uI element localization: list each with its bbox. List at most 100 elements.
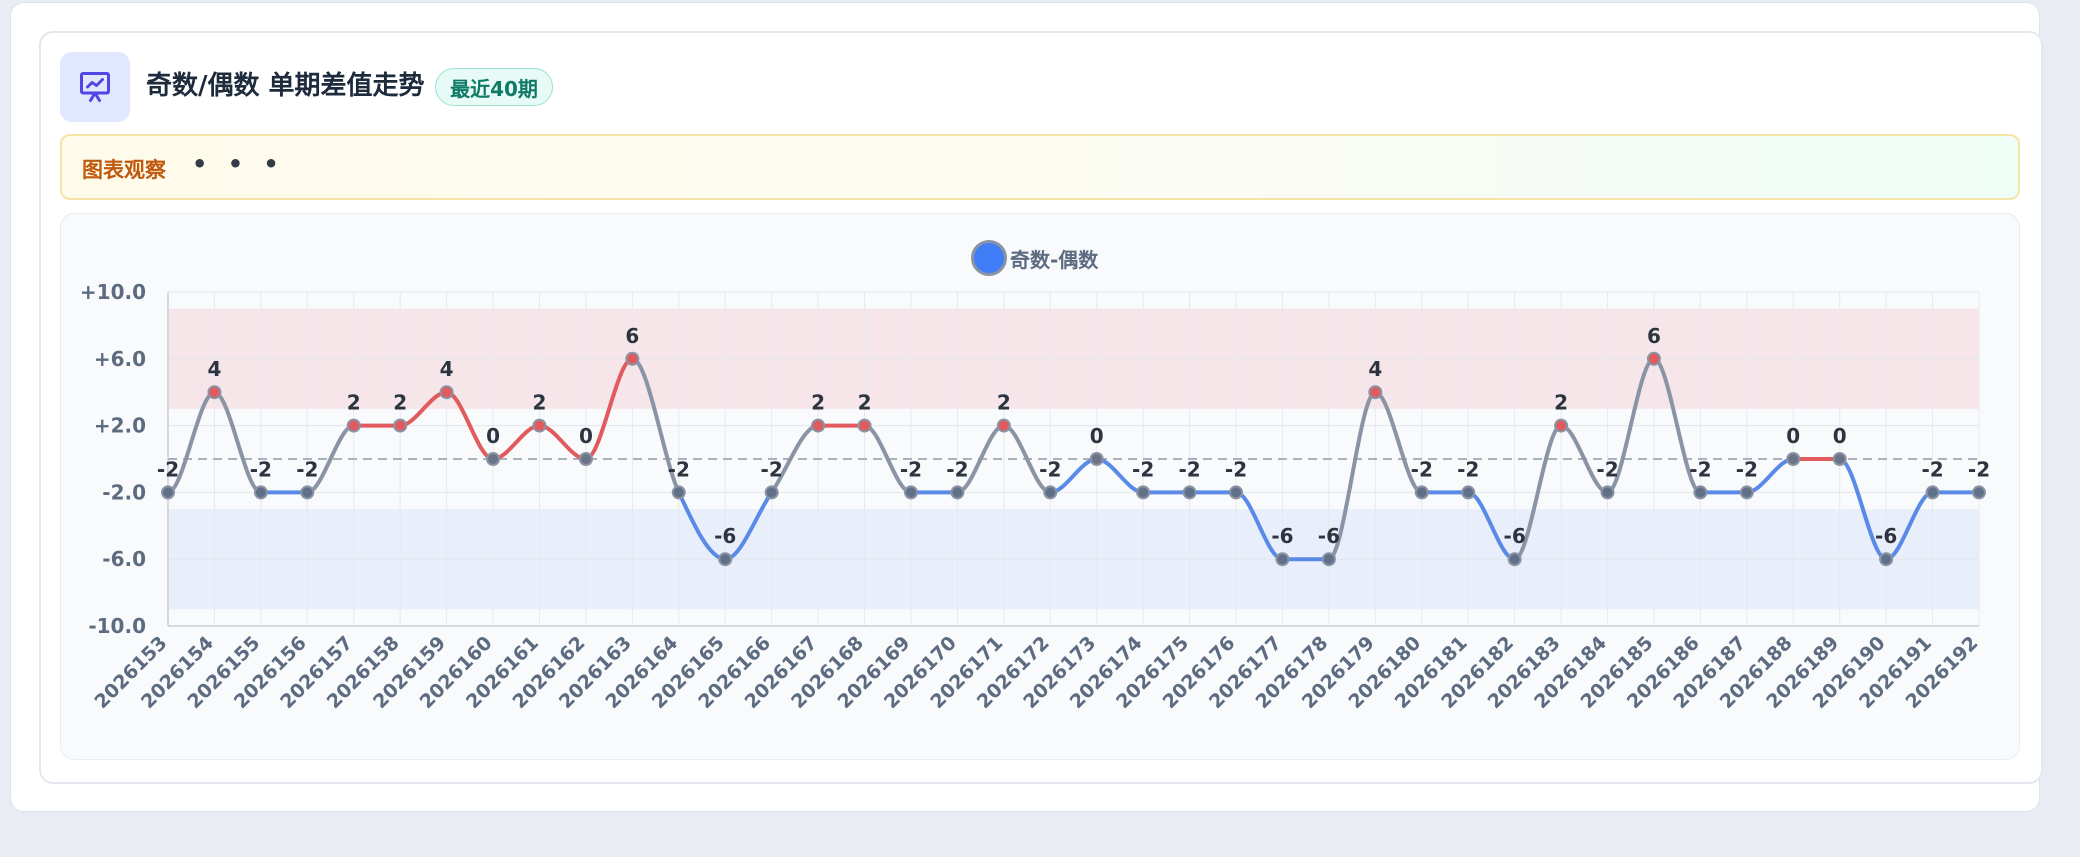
series-line-segment [1512, 423, 1564, 562]
data-label: 4 [1368, 357, 1382, 381]
data-label: -2 [1689, 457, 1711, 481]
series-line-segment [1605, 356, 1656, 495]
data-label: -2 [1921, 457, 1943, 481]
series-line-segment [1651, 356, 1703, 495]
data-label: 2 [347, 391, 361, 415]
y-tick-label: -10.0 [88, 614, 146, 638]
data-label: -6 [1318, 524, 1340, 548]
page-title: 奇数/偶数 单期差值走势 [146, 71, 425, 101]
data-label: -2 [250, 457, 272, 481]
data-point [1507, 552, 1522, 567]
data-label: -2 [900, 457, 922, 481]
data-point [532, 418, 547, 433]
data-label: 2 [811, 391, 825, 415]
legend-label[interactable]: 奇数-偶数 [1010, 248, 1099, 272]
data-label: -2 [1968, 457, 1990, 481]
data-point [578, 452, 593, 466]
data-point [1786, 452, 1801, 466]
series-line-segment [1326, 390, 1378, 562]
data-point [857, 418, 872, 433]
observation-bar[interactable]: 图表观察 • • • [60, 134, 2020, 200]
data-label: -2 [296, 457, 318, 481]
data-label: 4 [440, 357, 454, 381]
data-point [346, 418, 361, 433]
data-point [1925, 485, 1940, 500]
data-label: 2 [997, 391, 1011, 415]
data-point [950, 485, 965, 500]
data-label: -2 [761, 457, 783, 481]
data-point [439, 385, 454, 400]
data-label: 0 [1090, 424, 1104, 448]
data-point [1693, 485, 1708, 500]
y-tick-label: -6.0 [102, 547, 146, 571]
legend-swatch[interactable] [971, 240, 1007, 276]
data-label: 2 [858, 391, 872, 415]
data-point [1136, 485, 1151, 500]
data-point [903, 485, 918, 500]
data-label: -2 [1411, 457, 1433, 481]
data-point [811, 418, 826, 433]
data-point [1972, 485, 1986, 500]
data-point [718, 552, 733, 567]
data-label: 0 [1833, 424, 1847, 448]
data-label: -6 [714, 524, 736, 548]
period-badge: 最近40期 [435, 68, 553, 106]
data-point [1414, 485, 1429, 500]
data-point [1832, 452, 1847, 466]
observation-label: 图表观察 [82, 158, 166, 182]
data-point [207, 385, 222, 400]
data-point [1879, 552, 1894, 567]
data-label: -6 [1271, 524, 1293, 548]
data-label: -2 [1457, 457, 1479, 481]
data-label: -2 [946, 457, 968, 481]
y-tick-label: -2.0 [102, 480, 146, 504]
data-label: 2 [393, 391, 407, 415]
data-label: 0 [1786, 424, 1800, 448]
data-label: 2 [1554, 391, 1568, 415]
data-point [996, 418, 1011, 433]
data-label: -2 [1596, 457, 1618, 481]
data-point [1043, 485, 1058, 500]
data-point [253, 485, 268, 500]
series-line-segment [491, 423, 542, 461]
data-label: 4 [207, 357, 221, 381]
data-label: -2 [1132, 457, 1154, 481]
data-label: -2 [1039, 457, 1061, 481]
observation-more-icon[interactable]: • • • [192, 150, 285, 178]
data-point [1229, 485, 1244, 500]
data-label: 6 [1647, 324, 1661, 348]
data-point [1461, 485, 1476, 500]
y-tick-label: +10.0 [80, 280, 146, 304]
y-tick-label: +6.0 [94, 347, 146, 371]
y-tick-label: +2.0 [94, 414, 146, 438]
data-point [625, 351, 640, 366]
data-label: 6 [625, 324, 639, 348]
data-label: 2 [533, 391, 547, 415]
data-label: -6 [1504, 524, 1526, 548]
data-label: 0 [486, 424, 500, 448]
data-point [1646, 351, 1661, 366]
data-point [486, 452, 501, 466]
data-point [1368, 385, 1383, 400]
data-point [764, 485, 779, 500]
data-label: -2 [668, 457, 690, 481]
data-point [1321, 552, 1336, 567]
data-point [1739, 485, 1754, 500]
data-label: -6 [1875, 524, 1897, 548]
data-point [1182, 485, 1197, 500]
data-label: 0 [579, 424, 593, 448]
data-point [1275, 552, 1290, 567]
presentation-chart-icon [60, 52, 130, 122]
data-label: -2 [157, 457, 179, 481]
data-point [1089, 452, 1104, 466]
data-point [300, 485, 315, 500]
data-label: -2 [1178, 457, 1200, 481]
data-point [393, 418, 408, 433]
data-point [1600, 485, 1615, 500]
data-label: -2 [1225, 457, 1247, 481]
data-point [161, 485, 175, 500]
data-point [1554, 418, 1569, 433]
data-label: -2 [1736, 457, 1758, 481]
data-point [671, 485, 686, 500]
